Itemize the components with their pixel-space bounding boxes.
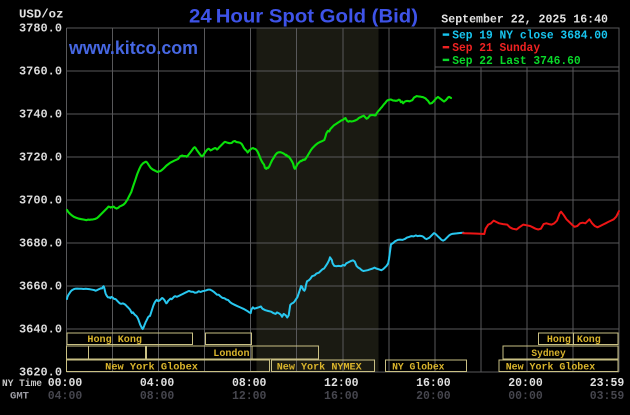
svg-text:3700.0: 3700.0 — [19, 193, 62, 207]
svg-text:16:00: 16:00 — [416, 376, 451, 390]
svg-text:08:00: 08:00 — [140, 389, 175, 403]
svg-text:Hong Kong: Hong Kong — [87, 334, 142, 346]
svg-text:New York Globex: New York Globex — [506, 361, 596, 373]
svg-text:3720.0: 3720.0 — [19, 150, 62, 164]
svg-text:NY Time: NY Time — [2, 378, 42, 390]
svg-text:20:00: 20:00 — [508, 376, 543, 390]
svg-text:NY Globex: NY Globex — [392, 361, 444, 373]
svg-text:Sep 19 NY close 3684.00: Sep 19 NY close 3684.00 — [452, 30, 608, 43]
svg-text:New York Globex: New York Globex — [105, 361, 198, 373]
svg-text:London: London — [213, 348, 249, 360]
svg-text:23:59: 23:59 — [590, 376, 625, 390]
svg-text:Sep 22 Last 3746.60: Sep 22 Last 3746.60 — [452, 55, 581, 68]
svg-text:12:00: 12:00 — [232, 389, 267, 403]
svg-text:08:00: 08:00 — [232, 376, 267, 390]
svg-text:3780.0: 3780.0 — [19, 21, 62, 35]
svg-text:03:59: 03:59 — [590, 389, 625, 403]
svg-text:3620.0: 3620.0 — [19, 365, 62, 379]
svg-text:24 Hour Spot Gold (Bid): 24 Hour Spot Gold (Bid) — [189, 7, 418, 28]
svg-text:04:00: 04:00 — [48, 389, 83, 403]
svg-text:3760.0: 3760.0 — [19, 64, 62, 78]
svg-text:GMT: GMT — [10, 392, 29, 403]
svg-text:16:00: 16:00 — [324, 389, 359, 403]
svg-text:3660.0: 3660.0 — [19, 279, 62, 293]
svg-text:3740.0: 3740.0 — [19, 107, 62, 121]
svg-text:3640.0: 3640.0 — [19, 322, 62, 336]
svg-text:20:00: 20:00 — [416, 389, 451, 403]
svg-text:New York NYMEX: New York NYMEX — [277, 361, 363, 373]
svg-text:12:00: 12:00 — [324, 376, 359, 390]
svg-text:04:00: 04:00 — [140, 376, 175, 390]
svg-text:USD/oz: USD/oz — [19, 8, 64, 22]
svg-text:00:00: 00:00 — [508, 389, 543, 403]
svg-text:September 22, 2025 16:40: September 22, 2025 16:40 — [441, 13, 608, 27]
svg-text:Hong Kong: Hong Kong — [547, 334, 601, 346]
svg-text:www.kitco.com: www.kitco.com — [68, 37, 198, 58]
svg-text:3680.0: 3680.0 — [19, 236, 62, 250]
svg-text:00:00: 00:00 — [48, 376, 83, 390]
svg-text:Sep 21 Sunday: Sep 21 Sunday — [452, 42, 540, 55]
svg-text:Sydney: Sydney — [531, 348, 565, 360]
